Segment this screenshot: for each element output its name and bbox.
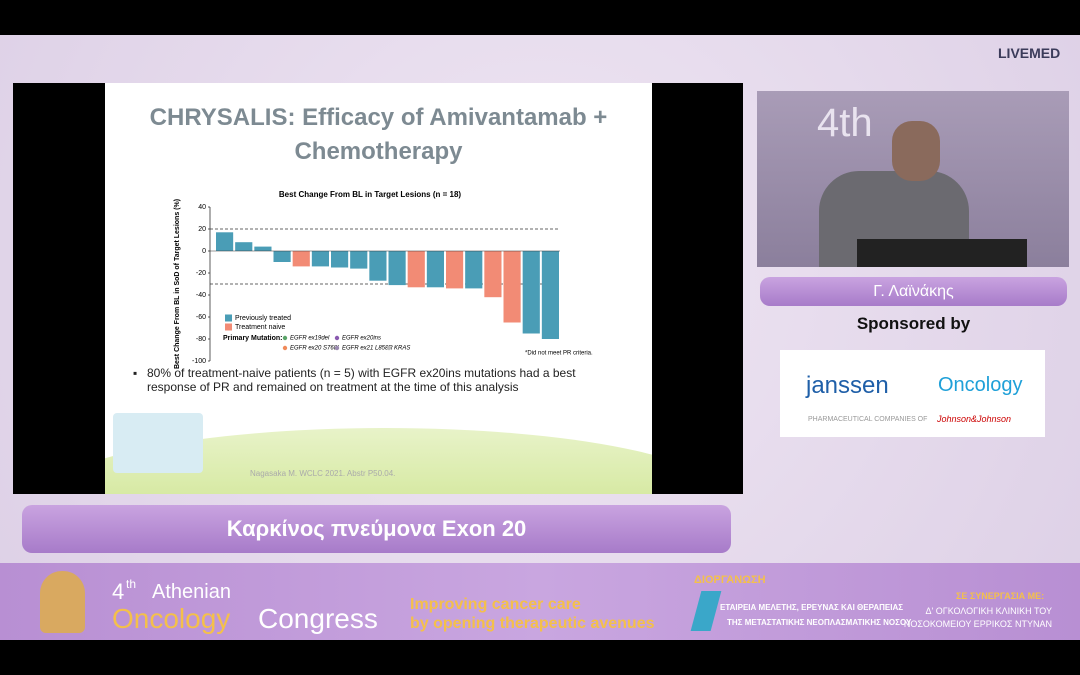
- footer: 4 th Athenian Oncology Congress Improvin…: [0, 563, 1080, 640]
- congress-line1: Athenian: [152, 581, 231, 603]
- bar: [273, 251, 291, 262]
- owl-logo: [40, 571, 85, 633]
- legend-label: KRAS: [394, 346, 410, 352]
- podium: [857, 239, 1027, 267]
- sponsor-parent: Johnson&Johnson: [937, 414, 1012, 424]
- legend-marker: [334, 335, 340, 341]
- bar: [216, 232, 234, 251]
- organizer: ΕΤΑΙΡΕΙΑ ΜΕΛΕΤΗΣ, ΕΡΕΥΝΑΣ ΚΑΙ ΘΕΡΑΠΕΙΑΣ: [720, 603, 904, 612]
- legend-marker: [282, 335, 288, 341]
- caption: Καρκίνος πνεύμονα Exon 20: [22, 505, 731, 553]
- organizer-label: ΔΙΟΡΓΑΝΩΣΗ: [694, 574, 766, 586]
- bar: [369, 251, 387, 281]
- bar: [331, 251, 349, 268]
- bar: [465, 251, 483, 289]
- partner-label: ΣΕ ΣΥΝΕΡΓΑΣΙΑ ΜΕ:: [956, 591, 1045, 601]
- tagline: by opening therapeutic avenues: [410, 615, 655, 632]
- slide-title: CHRYSALIS: Efficacy of Amivantamab + Che…: [149, 104, 608, 165]
- legend-label: EGFR ex21 L858R: [342, 346, 393, 352]
- legend-label: Treatment naive: [235, 324, 285, 331]
- slide: CHRYSALIS: Efficacy of Amivantamab + Che…: [105, 83, 652, 494]
- hospital-icon: [113, 413, 203, 473]
- y-tick-label: -20: [196, 270, 206, 277]
- legend-swatch: [225, 314, 232, 322]
- bar: [292, 251, 310, 267]
- sponsor-logo: janssen Oncology PHARMACEUTICAL COMPANIE…: [780, 350, 1045, 437]
- bar: [522, 251, 540, 334]
- bar: [388, 251, 406, 286]
- ordinal: th: [126, 577, 137, 591]
- bar: [484, 251, 502, 298]
- y-tick-label: -60: [196, 314, 206, 321]
- y-axis-label: Best Change From BL in SoD of Target Les…: [174, 199, 181, 369]
- bar: [254, 246, 272, 251]
- bar: [407, 251, 425, 288]
- legend-label: Previously treated: [235, 315, 291, 322]
- partner: Δ' ΟΓΚΟΛΟΓΙΚΗ ΚΛΙΝΙΚΗ ΤΟΥ: [925, 606, 1052, 616]
- chart-title: Best Change From BL in Target Lesions (n…: [279, 190, 462, 199]
- partner: ΝΟΣΟΚΟΜΕΙΟΥ ΕΡΡΙΚΟΣ ΝΤΥΝΑΝ: [903, 619, 1052, 629]
- speaker-head: [892, 121, 940, 181]
- speaker-video: 4th: [757, 91, 1069, 267]
- sponsor: janssen: [806, 372, 889, 399]
- sponsor-line: PHARMACEUTICAL COMPANIES OF: [808, 416, 928, 423]
- bar: [503, 251, 521, 323]
- legend-label: EGFR ex20 S768I: [290, 346, 339, 352]
- legend-label: EGFR ex20ins: [342, 336, 381, 342]
- brand: LIVEMED: [998, 45, 1061, 61]
- y-tick-label: 40: [198, 204, 206, 211]
- congress-line2b: Congress: [258, 603, 378, 634]
- bar: [350, 251, 368, 269]
- legend-title: Primary Mutation:: [223, 335, 283, 342]
- sponsor-division: Oncology: [938, 374, 1023, 396]
- legend-label: EGFR ex19del: [290, 336, 330, 342]
- bullet: 80% of treatment-naive patients (n = 5) …: [133, 366, 617, 394]
- number: 4: [112, 579, 125, 604]
- bar: [235, 242, 253, 251]
- y-tick-label: 0: [202, 248, 206, 255]
- bar: [426, 251, 444, 288]
- citation: Nagasaka M. WCLC 2021. Abstr P50.04.: [250, 469, 396, 478]
- organizer-logo: [690, 591, 722, 631]
- y-tick-label: -100: [192, 358, 206, 365]
- bar: [541, 251, 559, 339]
- legend-marker: [386, 345, 392, 351]
- speaker-name: Γ. Λαϊνάκης: [760, 277, 1067, 306]
- y-tick-label: -80: [196, 336, 206, 343]
- organizer: ΤΗΣ ΜΕΤΑΣΤΑΤΙΚΗΣ ΝΕΟΠΛΑΣΜΑΤΙΚΗΣ ΝΟΣΟΥ: [727, 618, 912, 627]
- y-tick-label: 20: [198, 226, 206, 233]
- chart: Best Change From BL in Target Lesions (n…: [174, 190, 593, 369]
- legend-swatch: [225, 323, 232, 331]
- congress-line2a: Oncology: [112, 603, 231, 634]
- footnote: *Did not meet PR criteria.: [525, 351, 593, 357]
- bar: [311, 251, 329, 267]
- video-backdrop: 4th: [817, 101, 873, 145]
- bar: [446, 251, 464, 289]
- sponsored-by: Sponsored by: [856, 314, 971, 333]
- y-tick-label: -40: [196, 292, 206, 299]
- tagline: Improving cancer care: [410, 596, 581, 613]
- legend-marker: [334, 345, 340, 351]
- legend-marker: [282, 345, 288, 351]
